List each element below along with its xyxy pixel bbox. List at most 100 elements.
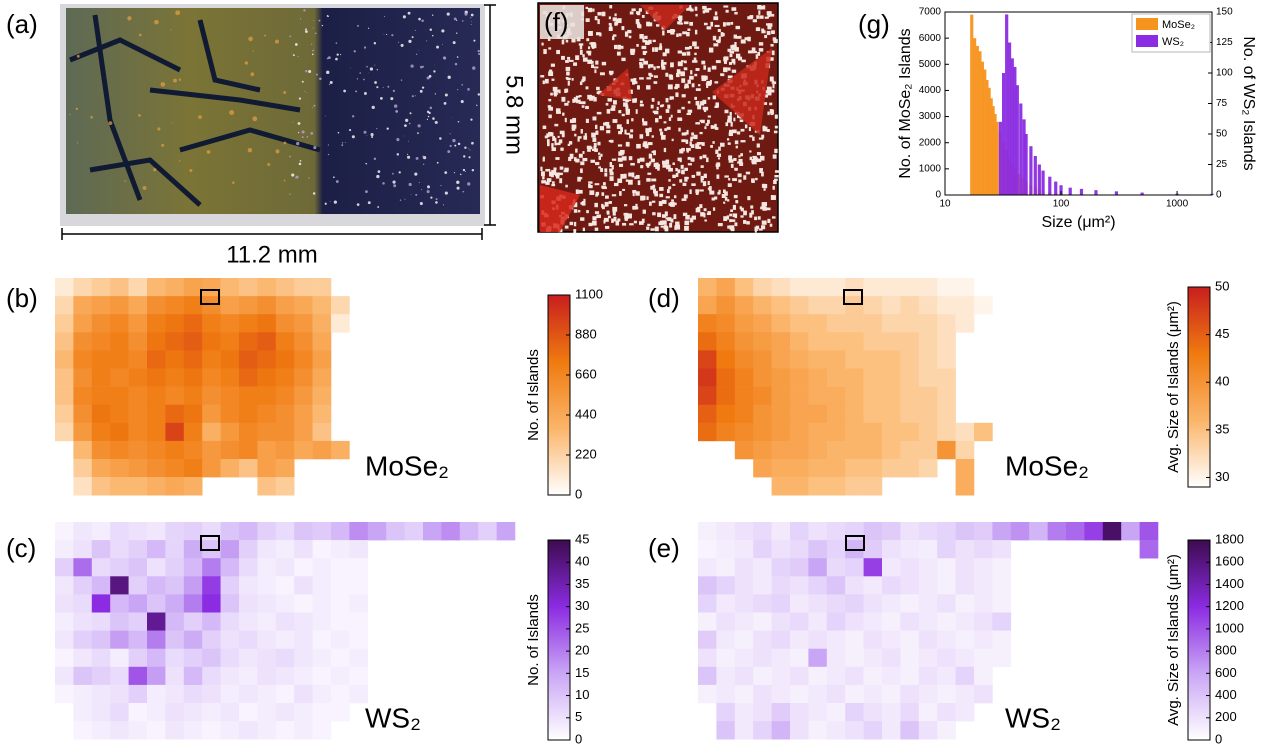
speckle (462, 190, 465, 193)
island (763, 188, 766, 191)
island (661, 59, 664, 65)
island (668, 202, 673, 206)
island (767, 13, 771, 18)
island (650, 158, 655, 163)
island (684, 220, 690, 226)
heat-cell (165, 666, 185, 686)
heat-cell (423, 522, 442, 541)
heat-cell (294, 368, 313, 387)
island (690, 157, 695, 162)
speckle (477, 93, 481, 96)
island (662, 164, 667, 168)
island (652, 184, 656, 188)
heat-cell (900, 422, 920, 442)
island (708, 186, 712, 192)
island (758, 10, 761, 15)
island (647, 22, 653, 27)
heat-cell (826, 540, 846, 559)
island (690, 70, 693, 75)
heat-cell (900, 576, 920, 595)
speckle (108, 121, 113, 126)
island (566, 77, 571, 81)
island (752, 50, 757, 54)
y2-tick-label: 50 (1216, 129, 1228, 140)
island (565, 66, 571, 71)
island (740, 153, 744, 157)
island (751, 47, 756, 52)
island (654, 226, 659, 232)
speckle (456, 180, 460, 184)
heat-cell (716, 594, 736, 613)
heat-cell (771, 278, 791, 297)
heat-cell (275, 648, 295, 668)
heat-cell (900, 278, 920, 297)
heat-cell (128, 703, 148, 722)
heat-cell (128, 314, 148, 333)
heat-cell (73, 684, 93, 704)
island (652, 47, 655, 52)
speckle (297, 55, 299, 57)
island (608, 70, 614, 74)
island (684, 86, 687, 89)
heat-cell (845, 440, 864, 460)
heat-cell (716, 386, 736, 405)
island (609, 176, 614, 181)
heat-cell (808, 440, 828, 460)
island (622, 222, 627, 226)
heat-cell (974, 612, 993, 631)
heat-cell (220, 386, 240, 405)
speckle (289, 193, 291, 195)
island (669, 76, 674, 80)
y-tick-label: 3000 (919, 111, 942, 122)
heat-cell (845, 666, 864, 686)
y-tick-label: 7000 (919, 7, 942, 18)
island (615, 20, 619, 25)
heat-cell (790, 721, 809, 740)
island (682, 212, 688, 217)
island (592, 8, 595, 12)
speckle (417, 132, 419, 135)
heat-cell (165, 576, 185, 595)
island (639, 221, 644, 225)
speckle (178, 78, 182, 81)
y2-tick-label: 75 (1216, 98, 1228, 109)
heat-cell (294, 278, 313, 297)
island (695, 88, 701, 91)
island (606, 125, 611, 129)
island (567, 80, 570, 86)
island (569, 153, 574, 159)
heat-cell (753, 440, 772, 460)
speckle (314, 32, 317, 35)
heat-cell (882, 721, 901, 740)
heat-cell (863, 404, 883, 424)
heat-cell (808, 459, 828, 478)
heat-cell (110, 296, 129, 315)
heat-cell (992, 522, 1012, 541)
x-tick-label: 1000 (1166, 199, 1189, 210)
island (652, 212, 656, 216)
heat-cell (845, 422, 864, 442)
colorbar-tick-label: 0 (575, 731, 582, 746)
heat-cell (73, 368, 93, 387)
heat-cell (845, 278, 864, 297)
island (621, 156, 627, 161)
heat-cell (790, 296, 809, 315)
island (710, 145, 713, 148)
island (763, 183, 768, 189)
heat-cell (734, 386, 754, 405)
island (740, 140, 746, 143)
island (646, 226, 650, 230)
heat-cell (239, 278, 258, 297)
speckle (399, 199, 402, 201)
heat-cell (845, 630, 864, 649)
island (594, 69, 597, 74)
island (596, 32, 601, 36)
island (750, 205, 754, 209)
island (635, 203, 638, 209)
island (767, 25, 772, 30)
heat-cell (147, 703, 166, 722)
selection-box (843, 289, 863, 305)
heat-cell (882, 594, 901, 613)
heat-cell (716, 522, 736, 541)
speckle (408, 122, 411, 125)
